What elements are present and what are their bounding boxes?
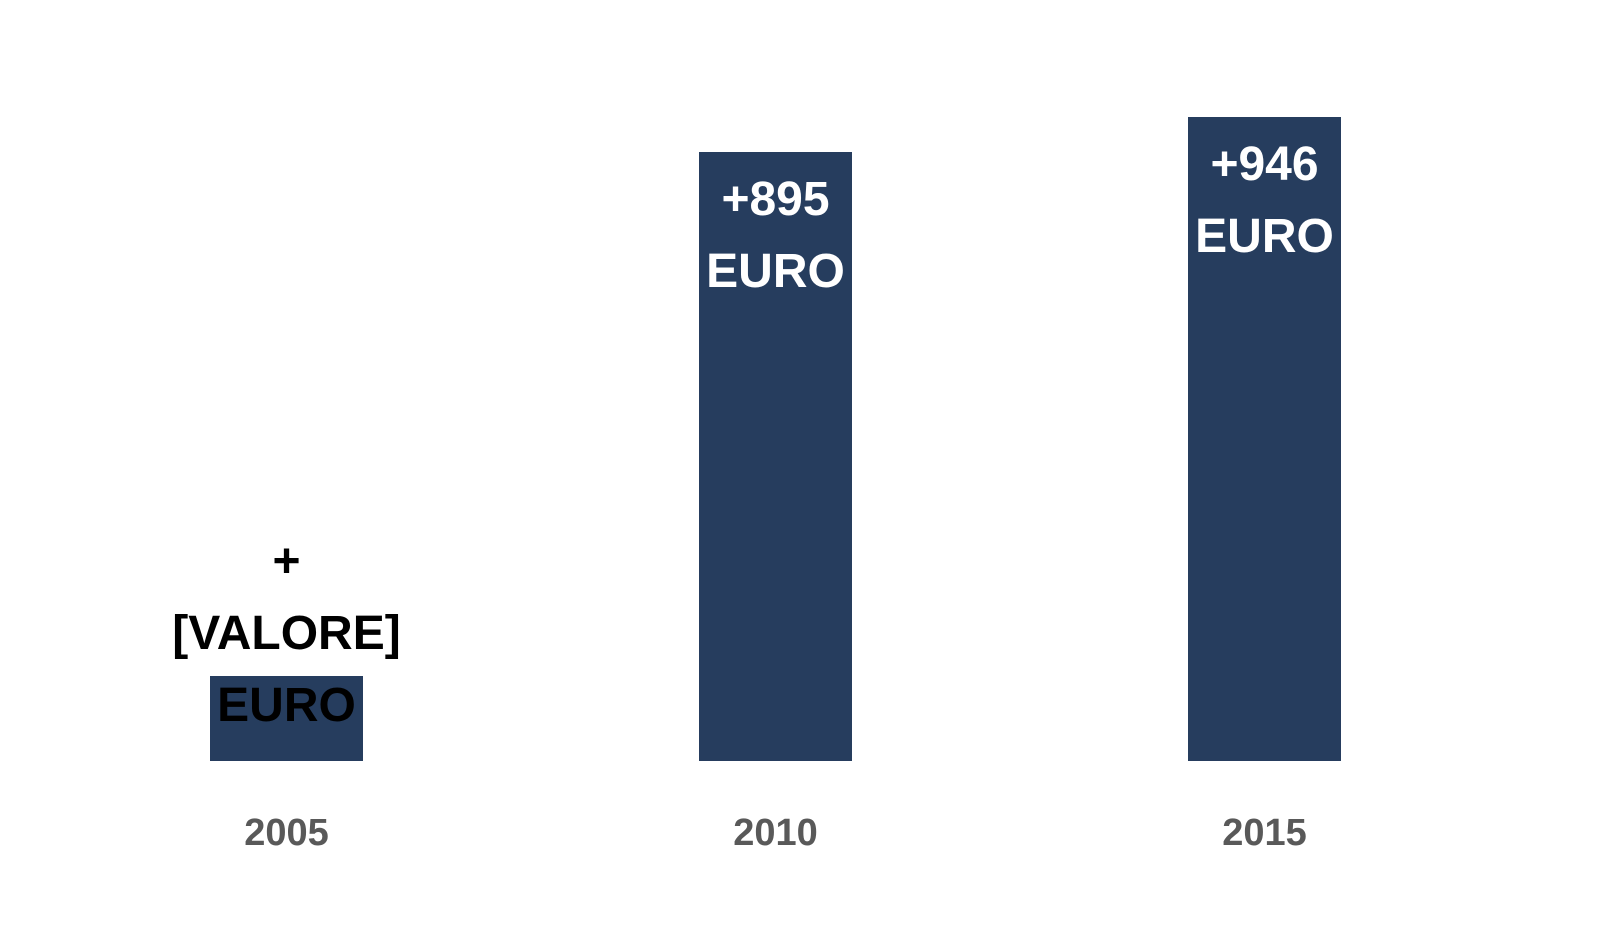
value-label: +895 EURO [706, 172, 845, 298]
bar [699, 151, 852, 761]
bar [210, 675, 363, 761]
value-label: +[VALORE] EURO [172, 534, 401, 732]
value-label: +946 EURO [1195, 138, 1334, 263]
x-tick-label: 2010 [733, 812, 818, 854]
x-tick-label: 2005 [244, 812, 329, 854]
bar [1188, 117, 1341, 761]
x-tick-label: 2015 [1222, 812, 1307, 854]
